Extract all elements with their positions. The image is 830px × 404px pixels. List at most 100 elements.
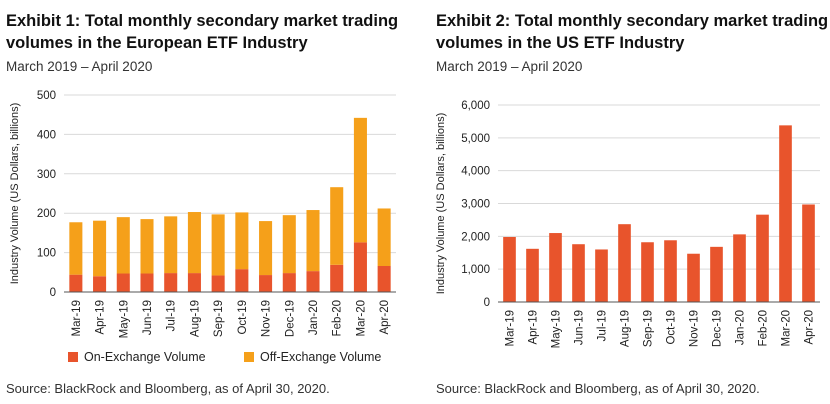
bar-off-exchange [235,212,249,270]
bar-on-exchange [211,275,225,292]
y-axis-title: Industry Volume (US Dollars, billions) [435,113,447,295]
x-tick-label: Aug-19 [620,310,632,347]
bar-off-exchange [140,219,154,274]
bar-off-exchange [259,221,273,276]
x-tick-label: Feb-20 [758,310,770,346]
bar [664,240,677,302]
y-tick-label: 0 [484,297,490,309]
x-tick-label: Feb-20 [332,300,344,336]
chart-panel-europe: Exhibit 1: Total monthly secondary marke… [6,12,399,396]
y-tick-label: 5,000 [461,133,490,145]
x-tick-label: Sep-19 [643,310,655,347]
x-tick-label: Jan-20 [308,300,320,335]
x-tick-label: Mar-19 [505,310,517,346]
bar [503,236,516,302]
y-tick-label: 500 [37,90,56,102]
bar [641,242,654,302]
chart-subtitle: March 2019 – April 2020 [436,59,583,74]
y-tick-label: 0 [50,287,56,299]
x-tick-label: Jul-19 [597,310,609,341]
bar [710,246,723,302]
chart-panel-us: Exhibit 2: Total monthly secondary marke… [430,0,830,404]
bar [526,248,539,302]
legend-swatch-off-exchange [244,352,254,362]
bar-on-exchange [140,273,154,292]
x-tick-label: Apr-20 [804,310,816,345]
bar-on-exchange [259,275,273,292]
bar-on-exchange [306,271,320,292]
chart-subtitle: March 2019 – April 2020 [6,59,153,74]
bar-on-exchange [377,265,391,292]
bar [779,125,792,303]
legend-label-on-exchange: On-Exchange Volume [84,350,206,364]
x-tick-label: May-19 [118,300,130,338]
bar [733,234,746,302]
bar-off-exchange [164,216,178,274]
x-tick-label: Nov-19 [261,300,273,337]
x-tick-label: Jul-19 [166,300,178,331]
x-tick-label: Nov-19 [689,310,701,347]
source-note: Source: BlackRock and Bloomberg, as of A… [436,381,760,396]
source-note: Source: BlackRock and Bloomberg, as of A… [6,381,330,396]
bar-on-exchange [282,273,296,292]
bar-off-exchange [377,208,391,266]
x-tick-label: Dec-19 [712,310,724,347]
x-tick-label: Sep-19 [213,300,225,337]
bar [595,249,608,302]
bar-off-exchange [116,217,130,274]
x-tick-label: Jun-19 [574,310,586,345]
x-tick-label: Jan-20 [735,310,747,345]
bar [572,244,585,302]
legend-swatch-on-exchange [68,352,78,362]
x-tick-label: Apr-19 [528,310,540,345]
bar [802,204,815,302]
x-tick-label: Dec-19 [284,300,296,337]
y-tick-label: 300 [37,169,56,181]
y-tick-label: 4,000 [461,166,490,178]
y-tick-label: 3,000 [461,199,490,211]
bar-on-exchange [235,269,249,292]
legend-label-off-exchange: Off-Exchange Volume [260,350,382,364]
bar-off-exchange [306,210,320,272]
bar-off-exchange [187,212,201,274]
y-tick-label: 6,000 [461,100,490,112]
x-tick-label: Mar-20 [781,310,793,346]
y-tick-label: 400 [37,129,56,141]
x-tick-label: Oct-19 [666,310,678,345]
bar-on-exchange [93,276,107,292]
bar-off-exchange [282,215,296,274]
europe-bar-chart: 0 100 200 300 400 500 Mar-19 Apr-19 May-19 Jun-19… [9,90,396,338]
y-tick-label: 200 [37,208,56,220]
x-tick-label: Mar-19 [71,300,83,336]
us-bar-chart: 0 1,000 2,000 3,000 4,000 5,000 6,000 Mar-19 Apr… [435,100,820,348]
bar-off-exchange [211,214,225,276]
legend-item-on-exchange: On-Exchange Volume [68,350,206,364]
bar-on-exchange [69,274,83,292]
bar [549,233,562,302]
chart-title: Exhibit 1: Total monthly secondary marke… [6,12,399,52]
x-tick-label: Apr-20 [379,300,391,335]
bar-on-exchange [116,273,130,292]
bar [756,214,769,302]
y-tick-label: 1,000 [461,264,490,276]
y-axis-title: Industry Volume (US Dollars, billions) [9,103,21,285]
bar-off-exchange [69,222,83,275]
x-tick-label: May-19 [551,310,563,348]
bar-off-exchange [330,187,344,265]
bar-on-exchange [330,264,344,292]
x-tick-label: Aug-19 [189,300,201,337]
y-tick-label: 2,000 [461,231,490,243]
bar-on-exchange [187,273,201,292]
bar-off-exchange [93,220,107,277]
x-tick-label: Apr-19 [95,300,107,335]
x-tick-label: Mar-20 [355,300,367,336]
y-tick-label: 100 [37,248,56,260]
bar [618,224,631,302]
legend-item-off-exchange: Off-Exchange Volume [244,350,381,364]
x-tick-label: Oct-19 [237,300,249,335]
bar-on-exchange [353,242,367,292]
bar-on-exchange [164,273,178,292]
bar [687,253,700,302]
x-tick-label: Jun-19 [142,300,154,335]
chart-title: Exhibit 2: Total monthly secondary marke… [436,12,829,52]
